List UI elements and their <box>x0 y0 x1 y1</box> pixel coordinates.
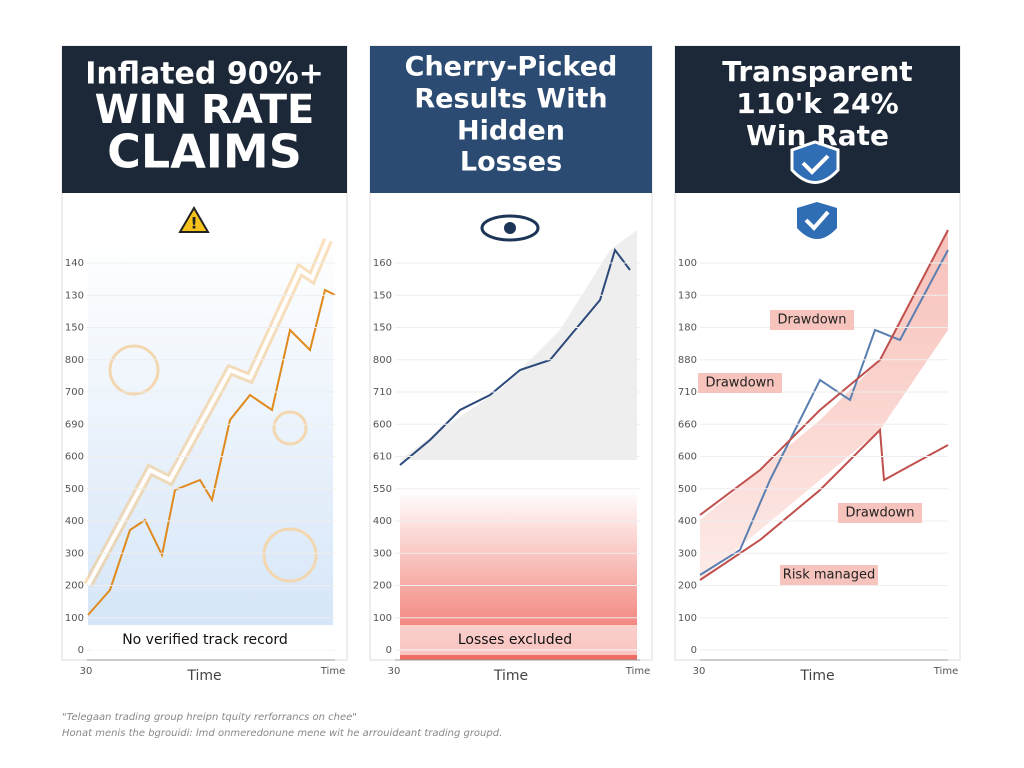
y-tick-label: 200 <box>678 581 697 592</box>
y-tick-label: 0 <box>386 645 392 656</box>
y-tick-label: 710 <box>678 387 697 398</box>
x-start: 30 <box>80 666 93 677</box>
annotation-box <box>770 310 854 330</box>
annotation-box <box>838 503 922 523</box>
y-tick-label: 160 <box>373 258 392 269</box>
shield-icon <box>790 140 840 184</box>
panel-title: Losses <box>460 147 562 178</box>
y-tick-label: 600 <box>373 419 392 430</box>
x-label: Time <box>186 668 221 684</box>
arrow <box>86 239 330 586</box>
panel-title: Hidden <box>457 116 565 147</box>
y-tick-label: 710 <box>373 387 392 398</box>
y-tick-label: 0 <box>691 645 697 656</box>
y-tick-label: 400 <box>373 516 392 527</box>
price-line <box>399 247 631 466</box>
area <box>88 235 333 625</box>
y-tick-label: 150 <box>373 323 392 334</box>
upper-line <box>699 229 949 516</box>
lower-line <box>699 427 949 581</box>
y-tick-label: 150 <box>65 323 84 334</box>
y-tick-label: 400 <box>678 516 697 527</box>
icon <box>262 527 318 583</box>
x-label: Time <box>799 668 834 684</box>
y-tick-label: 880 <box>678 355 697 366</box>
y-tick-label: 800 <box>65 355 84 366</box>
panel-title: CLAIMS <box>107 125 302 179</box>
y-tick-label: 180 <box>678 323 697 334</box>
y-tick-label: 100 <box>678 613 697 624</box>
y-tick-label: 150 <box>373 290 392 301</box>
y-tick-label: 300 <box>65 548 84 559</box>
x-end: Time <box>625 666 650 677</box>
footer: No verified track record <box>122 632 288 648</box>
price-line <box>87 288 336 616</box>
shield-icon <box>797 202 837 239</box>
annotation: Risk managed <box>783 568 875 583</box>
icon <box>108 344 160 396</box>
panel-title: Inflated 90%+ <box>85 57 324 92</box>
caption: Honat menis the bgrouidi: lmd onmeredonu… <box>62 728 502 739</box>
panel-title: 110'k 24% <box>736 87 898 120</box>
y-tick-label: 130 <box>678 290 697 301</box>
annotation: Drawdown <box>777 313 846 328</box>
x-start: 30 <box>693 666 706 677</box>
header <box>62 46 347 193</box>
annotation: Drawdown <box>705 376 774 391</box>
y-tick-label: 500 <box>678 484 697 495</box>
eye-icon <box>480 214 540 242</box>
check <box>801 154 830 175</box>
y-tick-label: 100 <box>65 613 84 624</box>
y-tick-label: 600 <box>678 452 697 463</box>
y-tick-label: 300 <box>373 548 392 559</box>
panel-title: Results With <box>414 84 607 115</box>
y-tick-label: 700 <box>65 387 84 398</box>
check <box>804 210 830 231</box>
footer-box <box>92 625 332 655</box>
x-end: Time <box>320 666 345 677</box>
panel-title: Transparent <box>722 55 912 88</box>
y-tick-label: 140 <box>65 258 84 269</box>
panel-title: WIN RATE <box>95 87 315 133</box>
area <box>400 230 637 460</box>
eye-pupil <box>504 222 516 234</box>
icon <box>272 410 308 446</box>
y-tick-label: 690 <box>65 419 84 430</box>
warning-icon <box>178 206 210 233</box>
y-tick-label: 600 <box>65 452 84 463</box>
y-tick-label: 400 <box>65 516 84 527</box>
y-tick-label: 0 <box>78 645 84 656</box>
y-tick-label: 100 <box>678 258 697 269</box>
y-tick-label: 660 <box>678 419 697 430</box>
header <box>370 46 652 193</box>
annotation-box <box>698 373 782 393</box>
y-tick-label: 100 <box>373 613 392 624</box>
band <box>700 230 948 580</box>
annotation-box <box>780 565 878 585</box>
x-end: Time <box>933 666 958 677</box>
y-tick-label: 550 <box>373 484 392 495</box>
x-start: 30 <box>388 666 401 677</box>
y-tick-label: 610 <box>373 452 392 463</box>
y-tick-label: 200 <box>65 581 84 592</box>
annotation: Drawdown <box>845 506 914 521</box>
footer: Losses excluded <box>458 632 572 648</box>
caption: "Telegaan trading group hreipn tquity re… <box>62 712 357 723</box>
y-tick-label: 300 <box>678 548 697 559</box>
y-tick-label: 200 <box>373 581 392 592</box>
footer-box <box>400 625 637 655</box>
y-tick-label: 800 <box>373 355 392 366</box>
panel-title: Win Rate <box>746 119 889 152</box>
x-label: Time <box>493 668 528 684</box>
panel-title: Cherry-Picked <box>405 52 618 83</box>
y-tick-label: 130 <box>65 290 84 301</box>
y-tick-label: 500 <box>65 484 84 495</box>
warning-mark: ! <box>190 214 197 233</box>
